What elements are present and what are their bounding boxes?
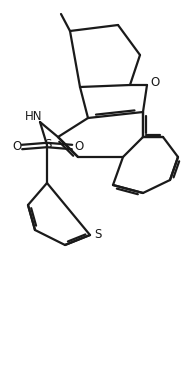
Text: O: O: [12, 141, 22, 154]
Text: O: O: [150, 77, 160, 89]
Text: HN: HN: [25, 111, 43, 123]
Text: S: S: [44, 138, 52, 151]
Text: O: O: [74, 141, 84, 154]
Text: S: S: [94, 228, 102, 242]
